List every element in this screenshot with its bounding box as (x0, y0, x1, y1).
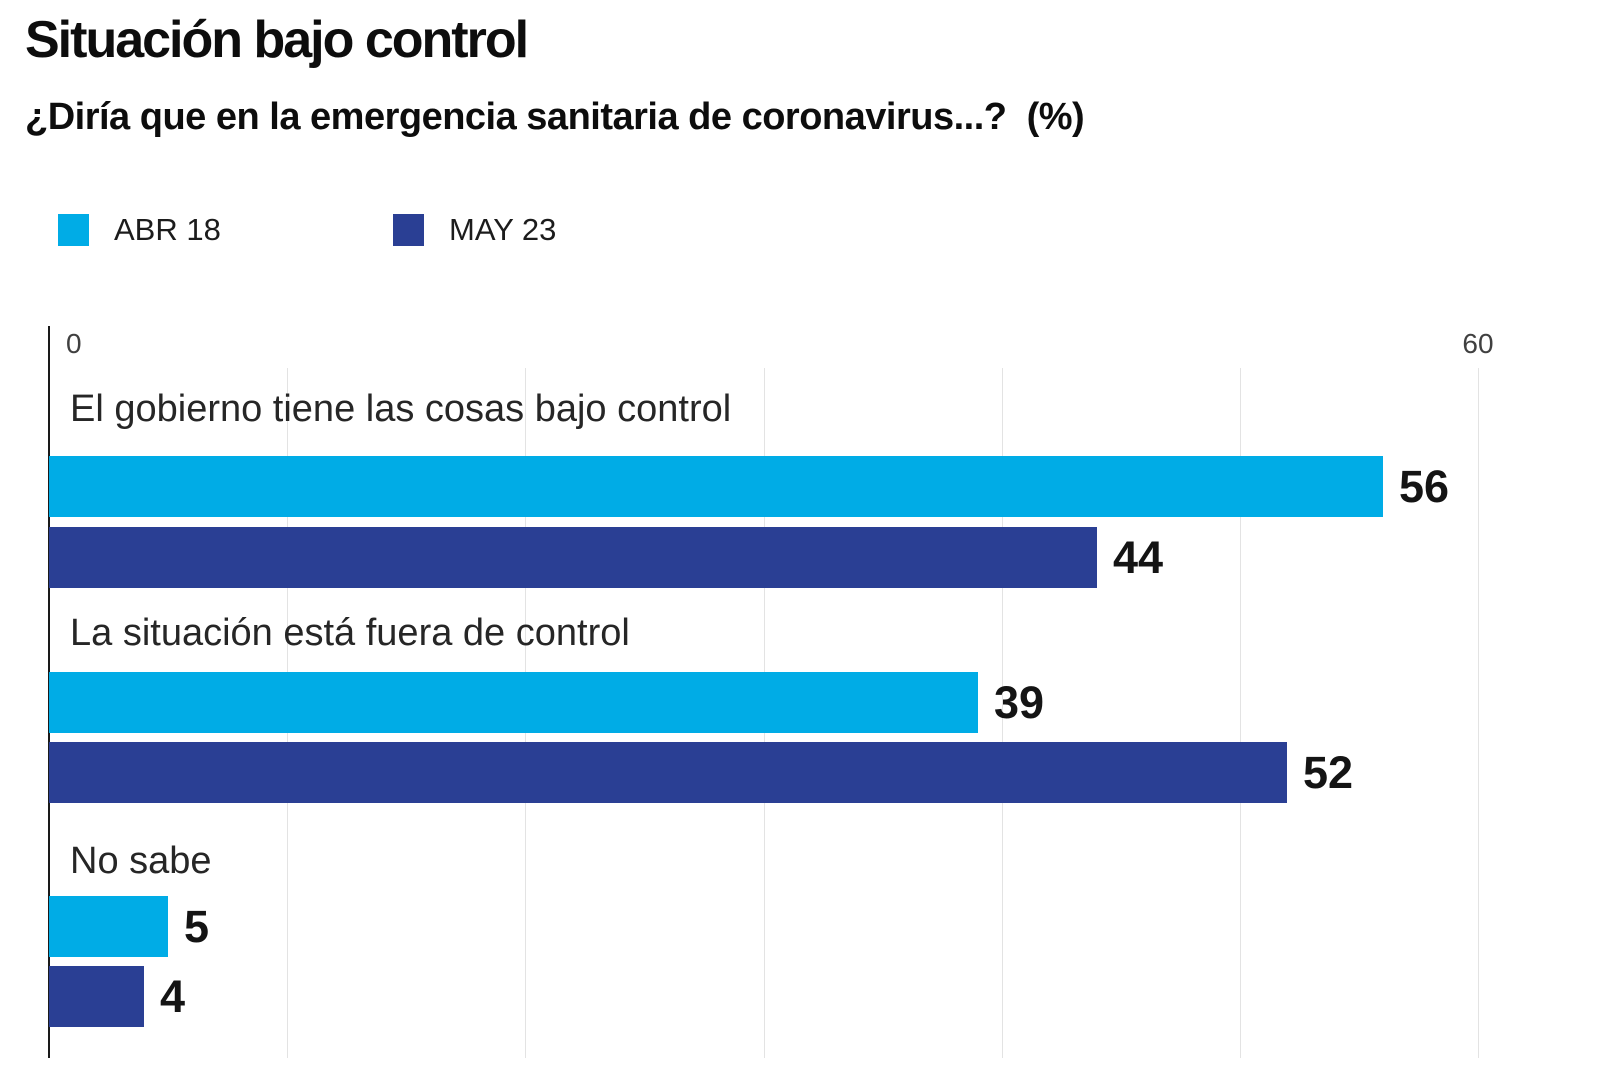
category-label: El gobierno tiene las cosas bajo control (70, 388, 732, 430)
bar-abr18-1 (49, 672, 978, 733)
gridline-60 (1478, 368, 1479, 1058)
category-label: La situación está fuera de control (70, 612, 630, 654)
bar-value-label: 4 (160, 971, 186, 1022)
legend-item-abr-18: ABR 18 (58, 212, 221, 248)
category-label: No sabe (70, 840, 212, 882)
legend-label-may-23: MAY 23 (449, 212, 557, 247)
bar-value-label: 52 (1303, 747, 1354, 798)
gridline-40 (1002, 368, 1003, 1058)
legend-swatch-may-23-icon (393, 214, 424, 246)
axis-tick-label-0: 0 (66, 328, 82, 359)
bar-abr18-2 (49, 896, 168, 957)
chart-subtitle: ¿Diría que en la emergencia sanitaria de… (25, 96, 1085, 138)
bar-may23-0 (49, 527, 1097, 588)
bar-value-label: 44 (1113, 532, 1164, 583)
bar-may23-1 (49, 742, 1287, 803)
legend-label-abr-18: ABR 18 (114, 212, 221, 247)
bar-value-label: 39 (994, 677, 1045, 728)
bar-value-label: 56 (1399, 461, 1450, 512)
bar-value-label: 5 (184, 901, 210, 952)
bar-may23-2 (49, 966, 144, 1027)
legend-swatch-abr-18-icon (58, 214, 89, 246)
legend-item-may-23: MAY 23 (393, 212, 556, 248)
chart-title: Situación bajo control (25, 11, 529, 69)
gridline-50 (1240, 368, 1241, 1058)
bar-abr18-0 (49, 456, 1383, 517)
axis-tick-label-60: 60 (1462, 328, 1494, 359)
